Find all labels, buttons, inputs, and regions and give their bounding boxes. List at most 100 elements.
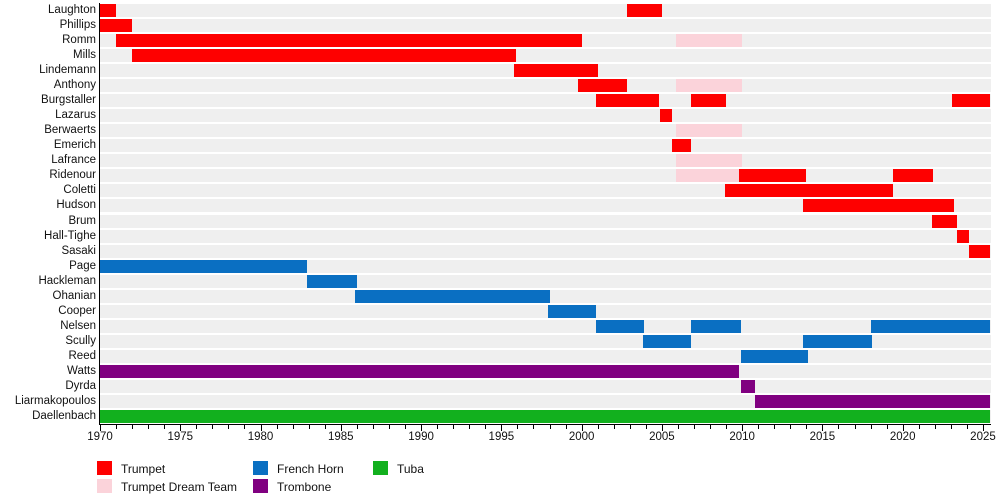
x-axis-major-tick [180,425,182,432]
tenure-bar-trumpet [626,4,662,18]
x-axis-minor-tick [966,425,968,429]
x-axis-major-tick [661,425,663,432]
x-axis-tick-label: 1970 [87,431,113,443]
x-axis-minor-tick [838,425,840,429]
tenure-bar-french_horn [642,334,691,348]
member-name-label: Berwaerts [44,124,96,137]
member-name-label: Ohanian [52,289,96,302]
x-axis-minor-tick [886,425,888,429]
x-axis-minor-tick [388,425,390,429]
x-axis-minor-tick [212,425,214,429]
tenure-bar-trumpet [596,94,659,108]
member-name-label: Hall-Tighe [44,229,96,242]
x-axis-minor-tick [677,425,679,429]
member-name-label: Cooper [58,304,96,317]
row-stripe [100,349,991,363]
member-name-label: Lazarus [55,109,96,122]
member-name-label: Mills [73,49,96,62]
tenure-bar-dream_team [676,79,743,93]
x-axis-minor-tick [308,425,310,429]
x-axis-minor-tick [710,425,712,429]
x-axis-major-tick [822,425,824,432]
row-stripe [100,244,991,258]
member-name-label: Ridenour [49,169,96,182]
x-axis-minor-tick [950,425,952,429]
row-stripe [100,124,991,138]
legend-label: Trumpet [121,462,166,476]
tenure-bar-trumpet [690,94,727,108]
x-axis-minor-tick [790,425,792,429]
tenure-bar-tuba [100,409,991,423]
x-axis-minor-tick [356,425,358,429]
row-stripe [100,334,991,348]
y-axis-spine [98,3,100,424]
x-axis-minor-tick [228,425,230,429]
x-axis-minor-tick [613,425,615,429]
member-name-label: Emerich [53,139,96,152]
row-stripe [100,274,991,288]
tenure-bar-french_horn [596,319,645,333]
tenure-bar-trumpet [514,64,598,78]
x-axis-major-tick [742,425,744,432]
member-name-label: Coletti [63,184,96,197]
tenure-bar-french_horn [870,319,991,333]
legend-swatch-tuba [373,461,388,475]
x-axis-minor-tick [629,425,631,429]
x-axis-minor-tick [918,425,920,429]
tenure-bar-trumpet [100,4,117,18]
x-axis-minor-tick [597,425,599,429]
tenure-bar-trumpet [893,169,934,183]
row-stripe [100,109,991,123]
tenure-bar-dream_team [676,124,743,138]
member-name-label: Reed [68,349,97,362]
x-axis-minor-tick [116,425,118,429]
tenure-bar-trumpet [968,244,991,258]
member-name-label: Nelsen [60,319,96,332]
row-stripe [100,229,991,243]
member-name-label: Lafrance [51,154,96,167]
x-axis-tick-label: 2005 [649,431,675,443]
row-stripe [100,154,991,168]
x-axis-minor-tick [292,425,294,429]
x-axis-major-tick [100,425,101,432]
x-axis-minor-tick [774,425,776,429]
legend-label: Trumpet Dream Team [121,480,238,494]
x-axis-minor-tick [934,425,936,429]
tenure-bar-french_horn [100,259,308,273]
tenure-bar-dream_team [676,169,743,183]
member-name-label: Lindemann [39,64,96,77]
x-axis-minor-tick [870,425,872,429]
x-axis-minor-tick [196,425,198,429]
tenure-bar-trombone [755,394,991,408]
legend-swatch-french_horn [253,461,268,475]
row-stripe [100,214,991,228]
tenure-bar-french_horn [803,334,873,348]
tenure-bar-french_horn [355,289,550,303]
x-axis-minor-tick [565,425,567,429]
tenure-bar-trumpet [660,109,672,123]
member-name-label: Laughton [48,4,96,17]
member-name-label: Burgstaller [41,94,96,107]
x-axis-major-tick [902,425,904,432]
tenure-bar-trumpet [957,229,969,243]
member-name-label: Daellenbach [32,409,96,422]
tenure-bar-trumpet [116,34,582,48]
x-axis-minor-tick [148,425,150,429]
x-axis-minor-tick [372,425,374,429]
tenure-bar-french_horn [740,349,808,363]
member-name-label: Hudson [56,199,96,212]
x-axis-tick-label: 1975 [167,431,194,443]
member-name-label: Dyrda [65,379,96,392]
x-axis-tick-label: 1985 [328,431,354,443]
x-axis-major-tick [340,425,342,432]
x-axis-major-tick [501,425,503,432]
tenure-bar-trumpet [578,79,627,93]
row-stripe [100,139,991,153]
tenure-bar-trumpet [738,169,807,183]
row-stripe [100,319,991,333]
tenure-bar-trumpet [952,94,991,108]
tenure-bar-trombone [740,379,755,393]
member-name-label: Watts [67,364,96,377]
legend-label: Trombone [277,480,332,494]
x-axis-tick-label: 2025 [970,431,996,443]
